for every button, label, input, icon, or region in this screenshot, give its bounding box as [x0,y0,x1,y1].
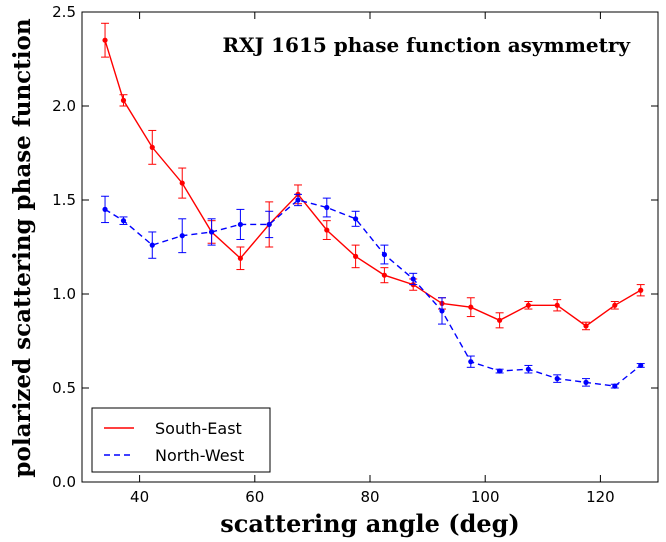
chart-title: RXJ 1615 phase function asymmetry [223,33,632,57]
y-tick-label: 2.5 [52,3,76,21]
x-axis-label: scattering angle (deg) [220,509,520,538]
data-point [149,144,155,150]
data-point [120,97,127,103]
data-point [324,204,330,211]
series-south-east [101,22,645,331]
x-tick-label: 40 [130,488,149,506]
series-line [104,39,642,327]
data-point [237,221,243,228]
data-point [612,302,618,308]
data-point [525,366,532,372]
data-point [120,218,127,224]
data-point [583,379,589,385]
y-tick-label: 0.5 [52,379,76,397]
plot-layer: 40 60 80 100 120 0.0 0.5 1.0 1.5 2.0 2.5 [52,3,659,506]
y-tick-label: 1.0 [52,285,76,303]
data-point [102,206,108,212]
data-point [179,180,185,186]
data-point [497,368,503,374]
data-point [209,229,215,235]
x-tick-label: 80 [360,488,379,506]
y-tick-label: 0.0 [52,473,76,491]
data-point [179,233,185,239]
data-point [554,376,560,382]
series-north-west [101,193,645,389]
legend-label: North-West [155,446,244,465]
x-tick-label: 120 [586,488,615,506]
data-point [381,251,387,258]
legend-label: South-East [155,419,242,438]
data-point [638,287,644,293]
data-point [149,242,155,248]
data-point [353,253,359,259]
data-point [638,362,644,369]
data-point [439,308,445,314]
data-point [468,304,474,310]
legend: South-East North-West [91,407,271,473]
data-point [468,359,474,365]
data-point [381,272,387,278]
data-point [295,197,301,203]
legend-box [91,407,271,473]
data-point [410,276,416,282]
data-point [324,227,330,233]
data-point [612,383,618,389]
data-point [554,302,560,308]
y-tick-label: 2.0 [52,97,76,115]
data-point [102,37,108,43]
data-point [266,221,272,228]
data-point [525,302,532,308]
data-point [497,317,503,323]
data-point [583,323,589,329]
y-axis-label: polarized scattering phase function [9,18,36,477]
x-tick-label: 60 [245,488,264,506]
y-tick-label: 1.5 [52,191,76,209]
x-tick-label: 100 [471,488,500,506]
data-point [237,255,243,261]
data-point [353,216,359,222]
series-line [104,199,642,387]
